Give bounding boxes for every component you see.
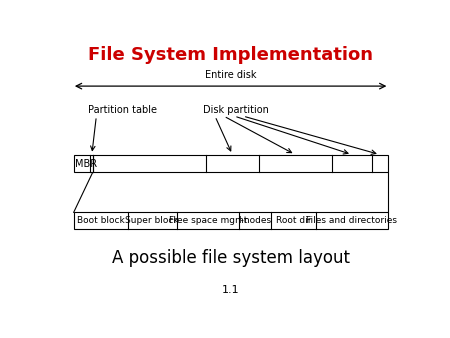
Text: Super block: Super block [126, 216, 179, 225]
Text: MBR: MBR [76, 159, 98, 169]
Text: File System Implementation: File System Implementation [88, 46, 373, 64]
Text: Disk partition: Disk partition [202, 105, 269, 115]
Text: Partition table: Partition table [88, 105, 157, 115]
Bar [74, 155, 387, 172]
Text: Root dir: Root dir [276, 216, 311, 225]
Bar [74, 212, 387, 229]
Text: Entire disk: Entire disk [205, 70, 256, 80]
Text: Free space mgmt: Free space mgmt [169, 216, 247, 225]
Text: I-nodes: I-nodes [238, 216, 272, 225]
Text: Files and directories: Files and directories [306, 216, 397, 225]
Text: 1.1: 1.1 [222, 285, 239, 295]
Text: Boot block: Boot block [77, 216, 125, 225]
Text: A possible file system layout: A possible file system layout [112, 249, 350, 267]
